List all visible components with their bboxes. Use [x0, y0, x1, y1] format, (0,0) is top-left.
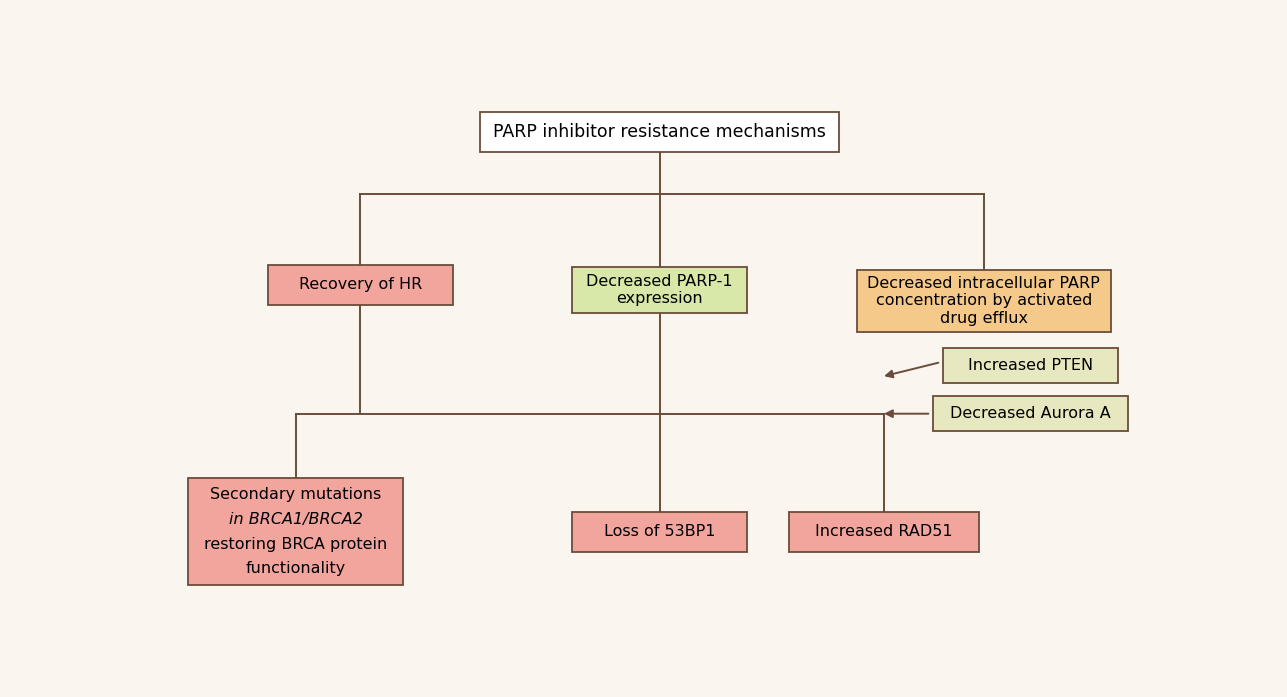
Text: Increased PTEN: Increased PTEN [968, 358, 1093, 373]
Text: Decreased intracellular PARP
concentration by activated
drug efflux: Decreased intracellular PARP concentrati… [867, 276, 1100, 326]
Text: Decreased PARP-1
expression: Decreased PARP-1 expression [587, 274, 732, 307]
Text: functionality: functionality [246, 561, 346, 576]
FancyBboxPatch shape [573, 268, 746, 313]
Text: in ​BRCA1/BRCA2: in ​BRCA1/BRCA2 [229, 512, 363, 527]
Text: restoring BRCA protein: restoring BRCA protein [203, 537, 387, 551]
FancyBboxPatch shape [268, 265, 453, 305]
FancyBboxPatch shape [573, 512, 746, 552]
Text: Decreased Aurora A: Decreased Aurora A [950, 406, 1111, 421]
Text: Loss of 53BP1: Loss of 53BP1 [604, 524, 716, 539]
FancyBboxPatch shape [857, 270, 1111, 332]
Text: Secondary mutations: Secondary mutations [210, 487, 381, 503]
Text: Increased RAD51: Increased RAD51 [815, 524, 952, 539]
FancyBboxPatch shape [480, 112, 839, 152]
FancyBboxPatch shape [943, 348, 1118, 383]
Text: PARP inhibitor resistance mechanisms: PARP inhibitor resistance mechanisms [493, 123, 826, 141]
FancyBboxPatch shape [789, 512, 979, 552]
FancyBboxPatch shape [188, 478, 403, 585]
FancyBboxPatch shape [933, 397, 1127, 431]
Text: Recovery of HR: Recovery of HR [299, 277, 422, 293]
